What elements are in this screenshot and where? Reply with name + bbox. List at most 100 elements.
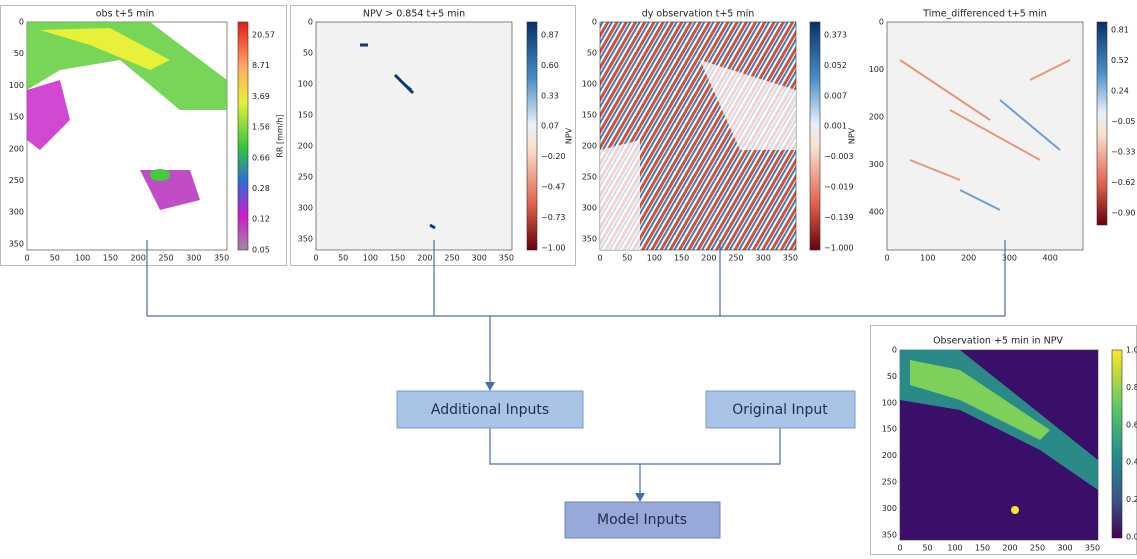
x-tick-label: 150 — [975, 544, 990, 553]
y-tick-label: 0 — [19, 18, 24, 27]
colorbar-tick-label: 0.66 — [252, 153, 270, 162]
y-tick-label: 50 — [587, 49, 597, 58]
y-tick-label: 50 — [14, 49, 24, 58]
y-tick-label: 150 — [9, 113, 24, 122]
colorbar-tick-label: 20.57 — [252, 31, 275, 40]
y-tick-label: 250 — [882, 478, 897, 487]
x-tick-label: 350 — [783, 254, 798, 263]
colorbar-label: RR [mm/h] — [276, 114, 285, 157]
y-tick-label: 200 — [882, 451, 897, 460]
x-tick-label: 150 — [103, 254, 118, 263]
colorbar-tick-label: 1.0 — [1126, 346, 1137, 355]
panel-title: dy observation t+5 min — [642, 9, 755, 20]
x-tick-label: 200 — [701, 254, 716, 263]
colorbar-tick-label: 0.52 — [1111, 56, 1129, 65]
colorbar-tick-label: 0.07 — [541, 122, 559, 131]
x-tick-label: 250 — [728, 254, 743, 263]
y-tick-label: 100 — [582, 80, 597, 89]
colorbar-tick-label: 0.001 — [824, 122, 847, 131]
y-tick-label: 300 — [869, 160, 884, 169]
diagram: obs t+5 min05010015020025030035005010015… — [0, 0, 1137, 555]
colorbar-tick-label: 0.24 — [1111, 87, 1129, 96]
colorbar-tick-label: 0.33 — [541, 91, 559, 100]
colorbar-tick-label: −0.73 — [541, 213, 566, 222]
y-tick-label: 100 — [882, 398, 897, 407]
colorbar-tick-label: 0.007 — [824, 91, 847, 100]
x-tick-label: 250 — [158, 254, 173, 263]
colorbar-tick-label: 0.81 — [1111, 26, 1129, 35]
colorbar-tick-label: 0.87 — [541, 31, 559, 40]
x-tick-label: 50 — [338, 254, 348, 263]
x-tick-label: 300 — [472, 254, 487, 263]
panel-title: obs t+5 min — [96, 9, 154, 20]
colorbar-tick-label: 0.6 — [1126, 420, 1137, 429]
x-tick-label: 200 — [131, 254, 146, 263]
original-input-label: Original Input — [732, 402, 828, 418]
colorbar-tick-label: −1.000 — [824, 243, 854, 252]
y-tick-label: 350 — [582, 235, 597, 244]
y-tick-label: 250 — [9, 176, 24, 185]
x-tick-label: 0 — [597, 254, 602, 263]
x-tick-label: 250 — [1030, 544, 1045, 553]
x-tick-label: 350 — [499, 254, 514, 263]
x-tick-label: 200 — [961, 254, 976, 263]
panel-title: NPV > 0.854 t+5 min — [363, 9, 465, 20]
panel-title: Observation +5 min in NPV — [933, 336, 1063, 347]
x-tick-label: 300 — [186, 254, 201, 263]
colorbar-tick-label: 0.2 — [1126, 495, 1137, 504]
colorbar-tick-label: −0.003 — [824, 152, 854, 161]
colorbar-tick-label: 1.56 — [252, 123, 270, 132]
model-inputs-label: Model Inputs — [597, 512, 687, 528]
y-tick-label: 50 — [303, 49, 313, 58]
colorbar-tick-label: 0.052 — [824, 61, 847, 70]
y-tick-label: 400 — [869, 208, 884, 217]
colorbar-tick-label: −0.47 — [541, 183, 566, 192]
y-tick-label: 150 — [582, 111, 597, 120]
x-tick-label: 350 — [1085, 544, 1100, 553]
colorbar-tick-label: 0.60 — [541, 61, 559, 70]
y-tick-label: 0 — [879, 18, 884, 27]
y-tick-label: 150 — [298, 111, 313, 120]
y-tick-label: 0 — [308, 18, 313, 27]
images — [27, 22, 1137, 555]
x-tick-label: 200 — [417, 254, 432, 263]
x-tick-label: 100 — [363, 254, 378, 263]
x-tick-label: 100 — [920, 254, 935, 263]
y-tick-label: 100 — [9, 81, 24, 90]
y-tick-label: 300 — [9, 208, 24, 217]
x-tick-label: 100 — [647, 254, 662, 263]
colorbar-tick-label: 0.05 — [252, 245, 270, 254]
x-tick-label: 300 — [1002, 254, 1017, 263]
x-tick-label: 100 — [947, 544, 962, 553]
x-tick-label: 0 — [24, 254, 29, 263]
x-tick-label: 350 — [214, 254, 229, 263]
colorbar-tick-label: 0.8 — [1126, 383, 1137, 392]
x-tick-label: 300 — [756, 254, 771, 263]
y-tick-label: 250 — [298, 173, 313, 182]
y-tick-label: 350 — [298, 235, 313, 244]
y-tick-label: 300 — [298, 204, 313, 213]
colorbar-label: NPV — [565, 127, 574, 144]
connectors — [147, 240, 1005, 502]
additional-inputs-label: Additional Inputs — [431, 402, 549, 418]
colorbar-tick-label: 0.4 — [1126, 458, 1137, 467]
x-tick-label: 400 — [1043, 254, 1058, 263]
colorbar-label: NPV — [848, 127, 857, 144]
colorbar-tick-label: −0.90 — [1111, 209, 1136, 218]
y-tick-label: 150 — [882, 425, 897, 434]
x-tick-label: 250 — [444, 254, 459, 263]
x-tick-label: 150 — [390, 254, 405, 263]
x-tick-label: 150 — [674, 254, 689, 263]
colorbar-tick-label: 3.69 — [252, 92, 270, 101]
y-tick-label: 200 — [869, 113, 884, 122]
y-tick-label: 300 — [582, 204, 597, 213]
y-tick-label: 100 — [298, 80, 313, 89]
colorbar-tick-label: 8.71 — [252, 61, 270, 70]
y-tick-label: 300 — [882, 504, 897, 513]
x-tick-label: 50 — [622, 254, 632, 263]
x-tick-label: 0 — [313, 254, 318, 263]
y-tick-label: 350 — [9, 239, 24, 248]
colorbar-tick-label: 0.0 — [1126, 533, 1137, 542]
x-tick-label: 50 — [922, 544, 932, 553]
x-tick-label: 50 — [50, 254, 60, 263]
